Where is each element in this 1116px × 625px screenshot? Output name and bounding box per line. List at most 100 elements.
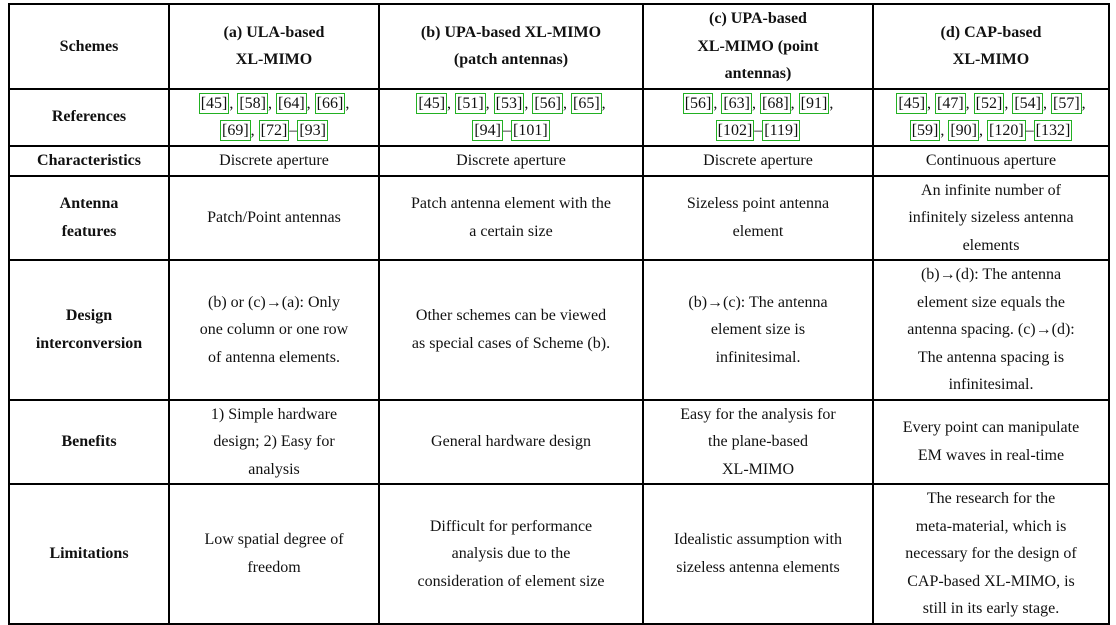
citation-link[interactable]: [51] [455,92,486,114]
citation-separator: , [229,94,238,112]
design-interconversion-b-line: Other schemes can be viewed [415,307,607,325]
limitations-row: Limitations Low spatial degree of freedom D… [8,483,1110,625]
benefits-c-line: Easy for the analysis for [680,405,836,423]
citation-link[interactable]: [66] [314,92,346,114]
benefits-b: General hardware design [378,398,644,485]
limitations-a: Low spatial degree of freedom [168,483,380,625]
design-interconversion-b: Other schemes can be viewed as special ca… [378,259,644,401]
limitations-c-line: sizeless antenna elements [676,558,840,576]
citation-separator: – [289,122,298,139]
benefits-b-line: General hardware design [431,433,591,450]
limitations-label-line: Limitations [49,545,129,562]
antenna-features-label: Antenna features [8,174,170,261]
references-a: [45], [58], [64], [66], [69], [72] – [93] [168,87,380,147]
citation-separator: , [940,122,949,139]
benefits-label: Benefits [8,398,170,485]
characteristics-row: Characteristics Discrete aperture Discrete… [8,144,1110,177]
design-interconversion-a-line: (b) or (c)→(a): Only [208,293,340,311]
antenna-features-c-line: Sizeless point antenna [686,195,830,213]
benefits-a-line: 1) Simple hardware [210,405,338,423]
citation-link[interactable]: [56] [682,92,714,114]
references-c: [56], [63], [68], [91], [102] – [119] [642,87,874,147]
citation-link[interactable]: [102] [715,120,755,141]
antenna-features-b-line: a certain size [469,222,553,240]
citation-separator: , [1042,94,1051,112]
design-interconversion-d-line: (b)→(d): The antenna [920,266,1062,283]
header-col-c-line: antennas) [724,65,792,82]
antenna-features-c: Sizeless point antenna element [642,174,874,261]
limitations-d-line: CAP-based XL-MIMO, is [907,572,1075,590]
characteristics-d: Continuous aperture [872,144,1110,177]
antenna-features-b-line: Patch antenna element with the [411,195,611,213]
design-interconversion-row: Design interconversion (b) or (c)→(a): Onl… [8,259,1110,401]
citation-link[interactable]: [65] [570,92,602,114]
benefits-d-line: EM waves in real-time [917,446,1065,464]
characteristics-label-line: Characteristics [37,151,141,169]
header-col-d-line: XL-MIMO [952,51,1030,69]
limitations-d-line: The research for the [926,490,1056,507]
citation-link[interactable]: [119] [762,120,801,141]
citation-separator: , [447,94,456,112]
antenna-features-b: Patch antenna element with the a certain … [378,174,644,261]
characteristics-d-line: Continuous aperture [925,151,1057,169]
limitations-b-line: consideration of element size [417,572,605,590]
benefits-c-line: the plane-based [708,433,808,450]
citation-link[interactable]: [52] [973,92,1005,114]
citation-link[interactable]: [101] [511,120,550,141]
design-interconversion-label-line: Design [65,307,113,325]
citation-link[interactable]: [132] [1033,120,1073,141]
citation-link[interactable]: [68] [760,92,791,114]
design-interconversion-a-line: of antenna elements. [208,348,340,366]
citation-link[interactable]: [94] [472,120,503,141]
citation-link[interactable]: [56] [532,92,563,114]
citation-link[interactable]: [47] [935,92,966,114]
citation-separator: – [754,122,763,139]
design-interconversion-a: (b) or (c)→(a): Only one column or one ro… [168,259,380,401]
citation-link[interactable]: [53] [493,92,525,114]
header-col-a-line: XL-MIMO [235,51,313,69]
citation-separator: , [485,94,494,112]
citation-link[interactable]: [72] [258,120,290,141]
characteristics-a-line: Discrete aperture [219,151,329,169]
references-d: [45], [47], [52], [54], [57], [59], [90],… [872,87,1110,147]
benefits-label-line: Benefits [61,433,117,450]
design-interconversion-b-line: as special cases of Scheme (b). [411,334,611,352]
limitations-d-line: still in its early stage. [922,600,1060,617]
characteristics-b-line: Discrete aperture [456,151,566,169]
citation-link[interactable]: [54] [1012,92,1043,114]
citation-separator: , [250,122,259,139]
citation-link[interactable]: [64] [276,92,307,114]
citation-link[interactable]: [69] [220,120,251,141]
citation-link[interactable]: [45] [416,92,448,114]
benefits-row: Benefits 1) Simple hardware design; 2) Eas… [8,398,1110,485]
antenna-features-label-line: Antenna [59,195,119,213]
citation-link[interactable]: [63] [721,92,752,114]
citation-link[interactable]: [120] [987,120,1026,141]
antenna-features-a: Patch/Point antennas [168,174,380,261]
header-col-b-line: (b) UPA-based XL-MIMO [420,23,602,41]
limitations-label: Limitations [8,483,170,625]
antenna-features-row: Antenna features Patch/Point antennas Patch… [8,174,1110,261]
header-col-a-line: (a) ULA-based [223,23,325,41]
antenna-features-d-line: elements [962,236,1020,254]
characteristics-b: Discrete aperture [378,144,644,177]
citation-link[interactable]: [45] [198,92,230,114]
benefits-a: 1) Simple hardware design; 2) Easy for ana… [168,398,380,485]
limitations-c: Idealistic assumption with sizeless anten… [642,483,874,625]
citation-link[interactable]: [59] [909,120,941,141]
citation-separator: , [1081,94,1086,112]
citation-link[interactable]: [58] [237,92,268,114]
benefits-c: Easy for the analysis for the plane-based… [642,398,874,485]
header-col-b-line: (patch antennas) [453,51,569,69]
citation-link[interactable]: [91] [798,92,830,114]
antenna-features-d: An infinite number of infinitely sizeless… [872,174,1110,261]
citation-link[interactable]: [57] [1050,92,1082,114]
citation-link[interactable]: [90] [948,120,979,141]
citation-separator: , [979,122,987,139]
citation-link[interactable]: [93] [297,120,328,141]
citation-link[interactable]: [45] [896,92,928,114]
header-row: Schemes (a) ULA-based XL-MIMO (b) UPA-bas… [8,3,1110,90]
benefits-a-line: design; 2) Easy for [213,433,335,450]
citation-separator: , [927,94,936,112]
